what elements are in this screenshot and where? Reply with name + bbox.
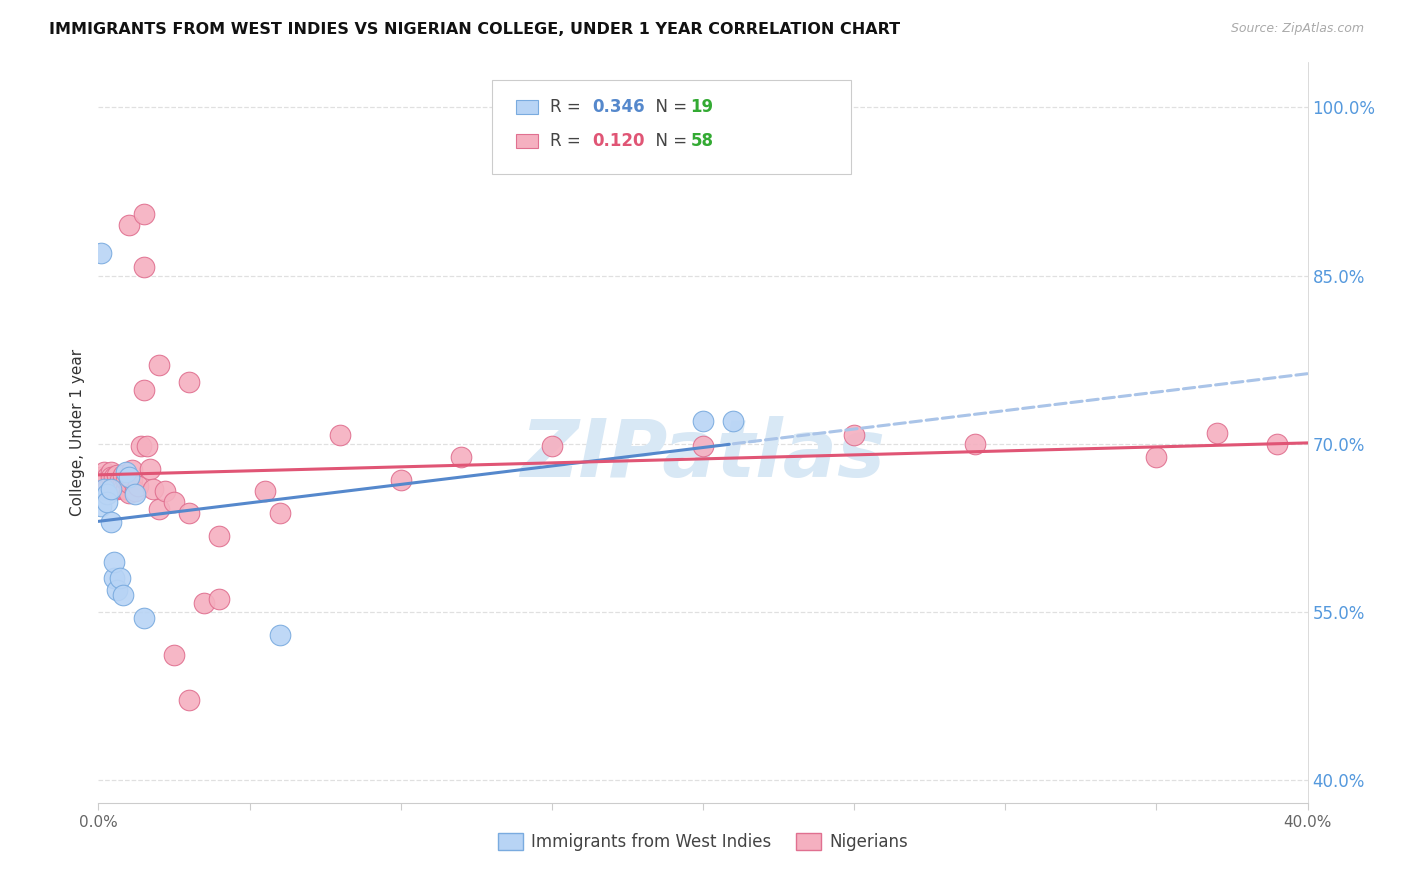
Point: [723, 414, 745, 428]
Point: [142, 482, 165, 496]
Point: [100, 516, 122, 530]
Point: [269, 627, 291, 641]
Text: 58: 58: [690, 132, 713, 150]
Point: [114, 482, 136, 496]
Point: [1144, 450, 1167, 465]
Point: [105, 468, 128, 483]
Point: [105, 582, 128, 597]
Point: [179, 507, 201, 521]
Point: [121, 462, 143, 476]
Point: [269, 507, 291, 521]
Point: [93, 476, 115, 491]
Point: [103, 476, 125, 491]
Point: [132, 207, 155, 221]
Point: [96, 470, 118, 484]
Point: [124, 483, 146, 498]
Point: [100, 470, 122, 484]
Point: [124, 487, 146, 501]
Point: [90, 246, 112, 260]
Point: [208, 529, 231, 543]
Point: [96, 487, 118, 501]
Legend: Immigrants from West Indies, Nigerians: Immigrants from West Indies, Nigerians: [491, 826, 915, 857]
Point: [103, 555, 125, 569]
Text: N =: N =: [645, 132, 693, 150]
Point: [108, 473, 131, 487]
Point: [844, 428, 866, 442]
Text: N =: N =: [645, 98, 693, 116]
Text: R =: R =: [550, 98, 586, 116]
Point: [129, 439, 152, 453]
Point: [1206, 425, 1229, 440]
Point: [108, 571, 131, 585]
Point: [450, 450, 472, 465]
Point: [118, 476, 141, 491]
Text: 0.346: 0.346: [592, 98, 644, 116]
Y-axis label: College, Under 1 year: College, Under 1 year: [70, 349, 86, 516]
Point: [121, 473, 143, 487]
Point: [105, 482, 128, 496]
Point: [127, 479, 149, 493]
Point: [93, 465, 115, 479]
Point: [329, 428, 352, 442]
Point: [108, 479, 131, 493]
Text: R =: R =: [550, 132, 586, 150]
Point: [253, 483, 276, 498]
Point: [692, 414, 714, 428]
Point: [100, 465, 122, 479]
Point: [692, 439, 714, 453]
Text: Source: ZipAtlas.com: Source: ZipAtlas.com: [1230, 22, 1364, 36]
Point: [132, 383, 155, 397]
Point: [540, 439, 562, 453]
Point: [103, 482, 125, 496]
Point: [105, 476, 128, 491]
Point: [118, 486, 141, 500]
Point: [96, 495, 118, 509]
Point: [100, 482, 122, 496]
Point: [139, 461, 162, 475]
Point: [114, 473, 136, 487]
Point: [132, 260, 155, 274]
Point: [389, 473, 412, 487]
Point: [132, 610, 155, 624]
Point: [93, 482, 115, 496]
Point: [965, 437, 987, 451]
Point: [163, 495, 186, 509]
Text: IMMIGRANTS FROM WEST INDIES VS NIGERIAN COLLEGE, UNDER 1 YEAR CORRELATION CHART: IMMIGRANTS FROM WEST INDIES VS NIGERIAN …: [49, 22, 900, 37]
Point: [118, 470, 141, 484]
Point: [90, 499, 112, 513]
Point: [103, 571, 125, 585]
Point: [179, 692, 201, 706]
Point: [100, 482, 122, 496]
Point: [111, 588, 134, 602]
Point: [111, 468, 134, 483]
Point: [135, 439, 157, 453]
Point: [90, 470, 112, 484]
Point: [96, 482, 118, 496]
Point: [153, 483, 176, 498]
Point: [179, 375, 201, 389]
Point: [111, 476, 134, 491]
Point: [114, 465, 136, 479]
Point: [208, 591, 231, 606]
Point: [111, 482, 134, 496]
Text: ZIPatlas: ZIPatlas: [520, 416, 886, 494]
Point: [148, 359, 170, 373]
Point: [1267, 437, 1289, 451]
Point: [163, 648, 186, 662]
Point: [103, 470, 125, 484]
Point: [118, 218, 141, 232]
Text: 19: 19: [690, 98, 713, 116]
Point: [193, 596, 215, 610]
Text: 0.120: 0.120: [592, 132, 644, 150]
Point: [148, 502, 170, 516]
